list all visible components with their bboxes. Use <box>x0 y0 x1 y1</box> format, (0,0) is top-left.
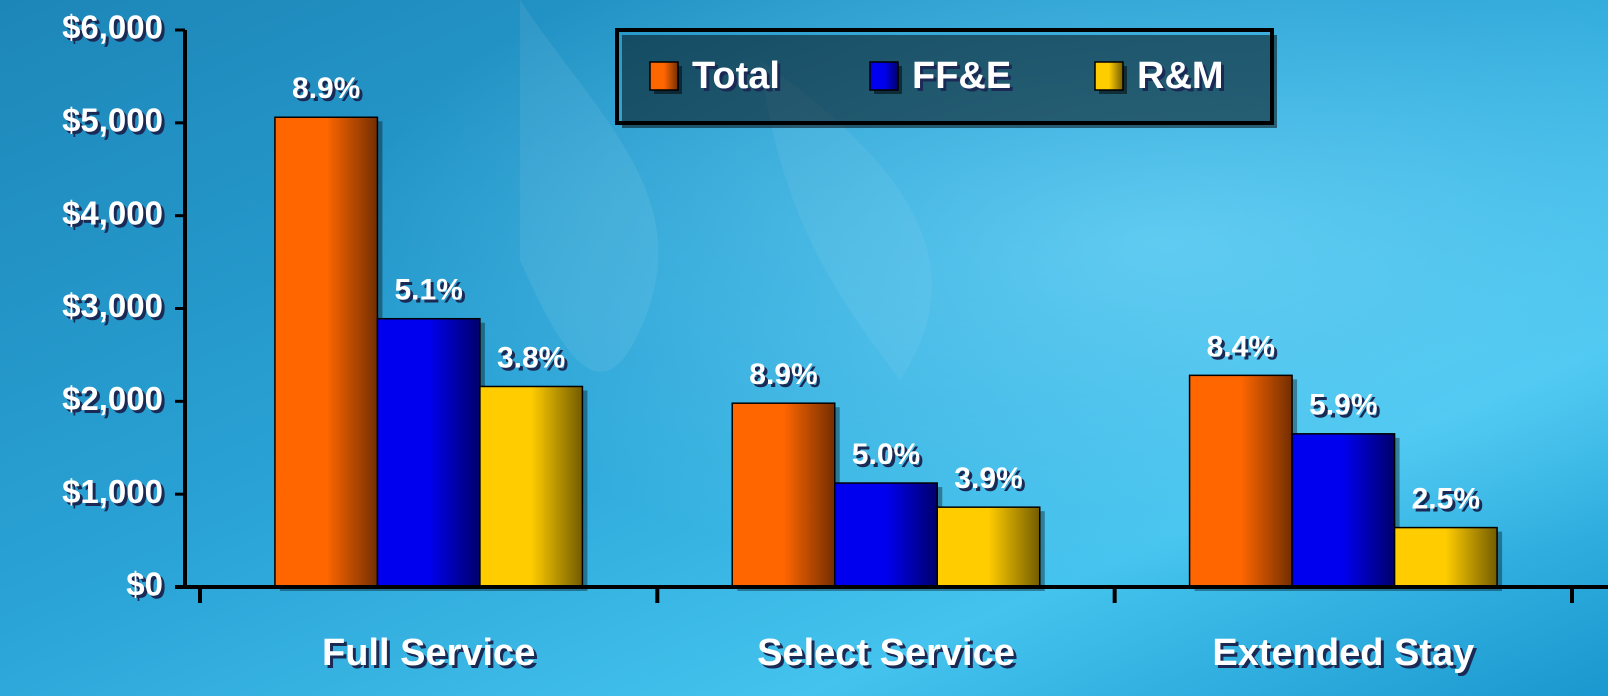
bar-annotation: 5.0% <box>852 438 920 471</box>
bar-annotation: 8.4% <box>1207 330 1275 363</box>
bar-annotation-shadow: 8.9% <box>295 75 363 108</box>
bar-shade <box>834 483 938 587</box>
y-tick-label-shadow: $5,000 <box>65 105 166 142</box>
y-tick-label: $0 <box>126 566 163 603</box>
y-tick-label: $6,000 <box>62 9 163 46</box>
y-tick-label: $2,000 <box>62 380 163 417</box>
y-tick-label: $4,000 <box>62 194 163 231</box>
bar-annotation: 8.9% <box>292 72 360 105</box>
bar-annotation: 3.8% <box>497 341 565 374</box>
legend-shadow <box>622 35 1277 128</box>
bar-shade <box>377 318 480 587</box>
bar-annotation-shadow: 5.0% <box>855 441 923 474</box>
y-tick-label-shadow: $6,000 <box>65 12 166 49</box>
x-tick-label-shadow: Full Service <box>325 635 538 677</box>
bar-shade <box>1394 527 1498 587</box>
legend-swatch-shade <box>870 62 898 90</box>
bar-annotation-shadow: 3.8% <box>500 344 568 377</box>
y-tick-label-shadow: $0 <box>129 569 166 606</box>
bar-shade <box>1189 375 1293 587</box>
bar-annotation: 5.1% <box>394 274 462 307</box>
y-tick-label-shadow: $4,000 <box>65 197 166 234</box>
bar-annotation: 2.5% <box>1412 483 1480 516</box>
x-tick-label: Full Service <box>322 632 535 674</box>
bar-annotation: 8.9% <box>749 358 817 391</box>
legend-label-shadow: FF&E <box>915 58 1014 100</box>
bar-annotation-shadow: 3.9% <box>957 465 1025 498</box>
background-petal <box>760 60 932 380</box>
bar-annotation: 5.9% <box>1309 389 1377 422</box>
bar-shade <box>479 386 583 587</box>
legend-label: FF&E <box>912 55 1011 97</box>
bar-shade <box>274 117 378 587</box>
bar-annotation: 3.9% <box>954 462 1022 495</box>
bar-shade <box>1292 433 1395 587</box>
legend-label-shadow: Total <box>695 58 783 100</box>
legend-swatch-shade <box>1095 62 1123 90</box>
x-tick-label-shadow: Select Service <box>760 635 1018 677</box>
x-tick-label-shadow: Extended Stay <box>1215 635 1477 677</box>
legend-label: R&M <box>1137 55 1224 97</box>
legend-label-shadow: R&M <box>1140 58 1227 100</box>
x-tick-label: Select Service <box>757 632 1015 674</box>
y-tick-label: $1,000 <box>62 473 163 510</box>
y-tick-label-shadow: $3,000 <box>65 290 166 327</box>
x-tick-label: Extended Stay <box>1212 632 1474 674</box>
legend-label: Total <box>692 55 780 97</box>
bar-annotation-shadow: 5.1% <box>397 277 465 310</box>
bar-annotation-shadow: 8.4% <box>1210 333 1278 366</box>
background-petal <box>520 0 659 372</box>
bar-annotation-shadow: 8.9% <box>752 361 820 394</box>
bar-annotation-shadow: 2.5% <box>1415 486 1483 519</box>
legend <box>615 28 1274 125</box>
y-tick-label: $5,000 <box>62 102 163 139</box>
legend-swatch-shade <box>650 62 678 90</box>
bar-shade <box>732 403 835 587</box>
bar-shade <box>937 507 1040 587</box>
y-tick-label-shadow: $1,000 <box>65 476 166 513</box>
y-tick-label: $3,000 <box>62 287 163 324</box>
y-tick-label-shadow: $2,000 <box>65 383 166 420</box>
bar-annotation-shadow: 5.9% <box>1312 392 1380 425</box>
